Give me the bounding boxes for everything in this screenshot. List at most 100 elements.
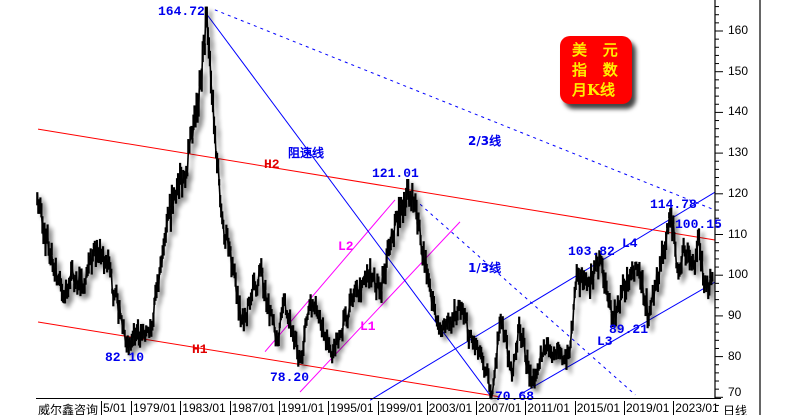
price-bar [295,340,299,352]
price-bar [648,305,652,309]
price-bar [83,281,87,287]
price-bar [620,289,623,292]
price-bar [331,350,334,357]
x-tick-label: 2023/01 [673,401,722,415]
price-bar [341,318,345,336]
price-bar [600,260,604,269]
price-bar [360,284,363,294]
price-bar [557,349,560,352]
price-bar [300,355,304,359]
price-bar [150,323,154,330]
price-bar [260,267,264,271]
price-bar [523,341,527,360]
price-bar [573,286,577,295]
price-bar [281,305,284,310]
price-bar [694,250,697,268]
price-bar [261,269,265,293]
price-bar [225,233,229,237]
price-bar [145,328,148,331]
y-tick-label: 140 [728,104,749,119]
price-bar [426,271,430,284]
price-bar [179,174,182,178]
price-bar [385,248,389,258]
price-bar [678,267,682,273]
y-tick-label: 150 [728,63,749,78]
x-tick-label: 2019/01 [624,401,673,415]
price-bar [327,341,330,345]
price-bar [494,361,498,365]
price-bar [135,332,138,338]
price-bar [418,224,422,238]
price-bar [569,328,573,345]
brand-label: 威尔鑫咨询 [38,403,99,415]
price-bar [482,363,486,371]
price-bar [44,236,48,246]
price-bar [513,355,516,359]
price-bar [344,310,348,325]
price-bar [308,300,312,303]
price-bar [376,282,380,286]
price-bar [682,246,686,251]
price-bar [417,222,421,226]
price-bar [505,337,508,342]
price-bar [575,272,579,276]
price-bar [280,308,283,318]
price-bar [465,319,469,336]
price-bar [470,335,473,340]
price-bar [213,125,216,136]
price-bar [161,247,165,254]
price-bar [56,279,59,283]
price-bar [476,342,479,355]
price-bar [92,251,95,255]
price-bar [424,259,428,274]
price-bar [637,267,641,270]
y-tick-label: 80 [728,348,742,363]
trendline-1 [37,321,501,398]
price-bar [495,340,499,362]
price-bar [518,325,522,333]
price-bar [68,278,71,282]
price-bar [246,300,249,319]
price-bar [628,274,631,284]
price-bar [504,333,507,339]
trendline-3 [299,221,461,393]
price-bar [254,287,257,290]
price-bar [206,11,209,37]
price-bar [445,323,448,326]
price-bar [122,328,126,335]
price-bar [162,235,166,248]
price-bar [247,300,250,303]
price-bar [73,282,77,286]
price-bar [322,323,325,338]
price-bar [210,81,213,96]
price-bar [39,204,43,214]
price-bar [387,247,390,250]
price-bar [631,267,635,276]
price-bar [626,275,629,283]
price-bar [601,268,605,280]
price-bar [463,311,467,317]
price-bar [97,253,100,260]
price-bar [388,239,392,247]
price-bar [497,338,500,341]
price-bar [110,270,114,292]
price-bar [103,264,106,268]
period-label: 日线 [723,404,748,415]
price-bar [277,325,281,339]
price-bar [419,237,423,253]
price-bar [361,279,364,285]
price-bar [597,260,601,270]
price-bar [143,332,146,336]
price-bar [455,314,459,319]
badge-text: 月K线 [572,81,616,99]
price-bar [314,302,318,313]
price-bar [173,194,176,197]
price-bar [355,282,358,288]
price-bar [214,134,217,156]
price-bar [186,150,190,175]
price-bar [346,315,350,322]
price-bar [273,329,277,343]
price-bar [164,223,168,238]
price-bar [130,340,133,346]
